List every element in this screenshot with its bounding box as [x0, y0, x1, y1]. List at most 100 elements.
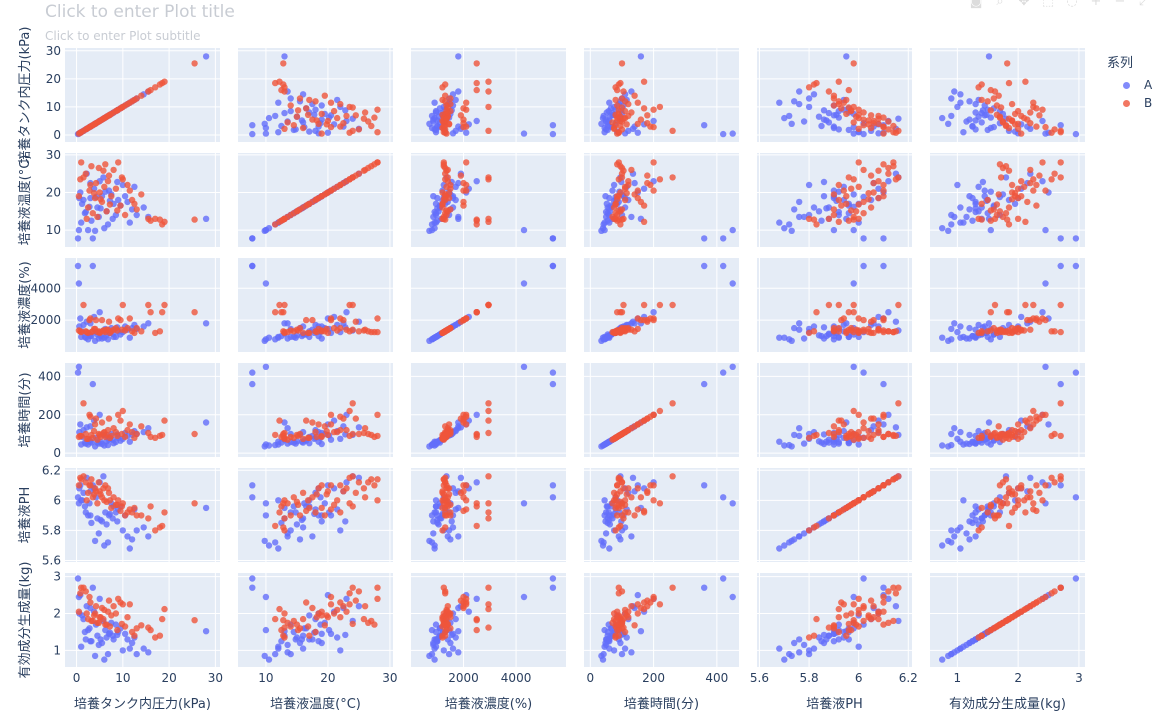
point-a[interactable]	[318, 102, 325, 109]
point-a[interactable]	[855, 441, 862, 448]
point-a[interactable]	[810, 91, 818, 98]
point-a[interactable]	[431, 545, 438, 552]
point-a[interactable]	[145, 320, 152, 327]
point-b[interactable]	[999, 213, 1007, 221]
point-b[interactable]	[855, 315, 862, 322]
point-b[interactable]	[272, 522, 279, 530]
point-a[interactable]	[75, 226, 83, 234]
point-b[interactable]	[840, 506, 847, 513]
point-b[interactable]	[614, 491, 621, 498]
point-a[interactable]	[84, 226, 92, 234]
point-b[interactable]	[860, 116, 867, 123]
point-b[interactable]	[321, 622, 328, 629]
point-b[interactable]	[281, 215, 288, 222]
point-b[interactable]	[618, 95, 626, 102]
point-b[interactable]	[318, 504, 325, 512]
point-a[interactable]	[954, 181, 961, 189]
point-a[interactable]	[434, 332, 441, 340]
point-b[interactable]	[1042, 593, 1049, 601]
point-a[interactable]	[805, 181, 813, 189]
point-a[interactable]	[805, 650, 813, 658]
point-b[interactable]	[485, 515, 492, 522]
point-a[interactable]	[520, 500, 528, 507]
point-a[interactable]	[96, 309, 103, 316]
point-a[interactable]	[969, 122, 976, 130]
point-b[interactable]	[276, 301, 283, 309]
point-b[interactable]	[855, 328, 862, 336]
point-a[interactable]	[843, 53, 850, 60]
point-b[interactable]	[485, 584, 492, 591]
point-b[interactable]	[281, 497, 288, 504]
point-b[interactable]	[1005, 522, 1013, 530]
point-b[interactable]	[625, 485, 632, 492]
panel-r1-c1[interactable]	[238, 153, 393, 247]
point-b[interactable]	[281, 515, 288, 522]
point-b[interactable]	[360, 429, 368, 437]
point-b[interactable]	[304, 434, 312, 441]
point-b[interactable]	[614, 102, 621, 109]
point-b[interactable]	[1022, 78, 1029, 85]
panel-r0-c5[interactable]	[930, 48, 1085, 142]
point-a[interactable]	[835, 636, 842, 643]
point-b[interactable]	[880, 316, 887, 324]
point-a[interactable]	[823, 117, 830, 124]
point-b[interactable]	[1027, 120, 1034, 127]
point-b[interactable]	[473, 626, 480, 634]
point-b[interactable]	[361, 425, 369, 432]
point-b[interactable]	[460, 120, 467, 127]
point-b[interactable]	[855, 183, 862, 190]
point-a[interactable]	[114, 518, 121, 525]
point-b[interactable]	[1051, 479, 1058, 486]
point-b[interactable]	[650, 123, 657, 131]
legend-item-a[interactable]: A	[1107, 76, 1152, 94]
point-b[interactable]	[835, 301, 842, 309]
point-a[interactable]	[818, 332, 825, 340]
point-a[interactable]	[850, 593, 857, 601]
point-a[interactable]	[318, 639, 325, 647]
point-b[interactable]	[83, 125, 90, 132]
point-b[interactable]	[855, 623, 862, 630]
point-b[interactable]	[845, 620, 852, 628]
point-b[interactable]	[343, 112, 350, 120]
point-b[interactable]	[618, 479, 626, 486]
point-b[interactable]	[304, 201, 312, 208]
point-a[interactable]	[299, 645, 307, 652]
point-a[interactable]	[306, 128, 313, 135]
point-a[interactable]	[796, 320, 803, 327]
point-a[interactable]	[432, 509, 440, 516]
point-a[interactable]	[951, 533, 958, 540]
point-b[interactable]	[145, 215, 152, 222]
point-b[interactable]	[152, 84, 159, 91]
point-b[interactable]	[860, 425, 867, 432]
point-a[interactable]	[628, 649, 635, 656]
point-b[interactable]	[1048, 432, 1055, 440]
point-a[interactable]	[249, 380, 256, 388]
point-a[interactable]	[835, 211, 842, 219]
point-b[interactable]	[850, 176, 857, 183]
point-b[interactable]	[304, 329, 312, 337]
point-a[interactable]	[796, 198, 803, 206]
point-a[interactable]	[781, 656, 788, 663]
point-b[interactable]	[463, 506, 470, 513]
panel-r4-c3[interactable]	[584, 468, 739, 562]
point-b[interactable]	[77, 328, 84, 335]
point-b[interactable]	[1024, 198, 1031, 206]
point-b[interactable]	[1018, 485, 1025, 492]
point-a[interactable]	[298, 636, 306, 643]
point-a[interactable]	[311, 111, 318, 119]
panel-r3-c2[interactable]	[411, 363, 566, 457]
point-a[interactable]	[355, 474, 363, 481]
point-a[interactable]	[634, 591, 641, 599]
point-b[interactable]	[875, 167, 882, 174]
point-a[interactable]	[701, 584, 708, 591]
point-a[interactable]	[880, 421, 887, 428]
point-b[interactable]	[825, 624, 833, 631]
point-b[interactable]	[1024, 494, 1031, 501]
point-a[interactable]	[855, 643, 862, 650]
point-a[interactable]	[840, 321, 847, 329]
point-a[interactable]	[299, 524, 307, 531]
point-b[interactable]	[327, 421, 335, 428]
point-a[interactable]	[75, 363, 83, 370]
point-a[interactable]	[729, 363, 736, 370]
point-a[interactable]	[805, 95, 813, 102]
